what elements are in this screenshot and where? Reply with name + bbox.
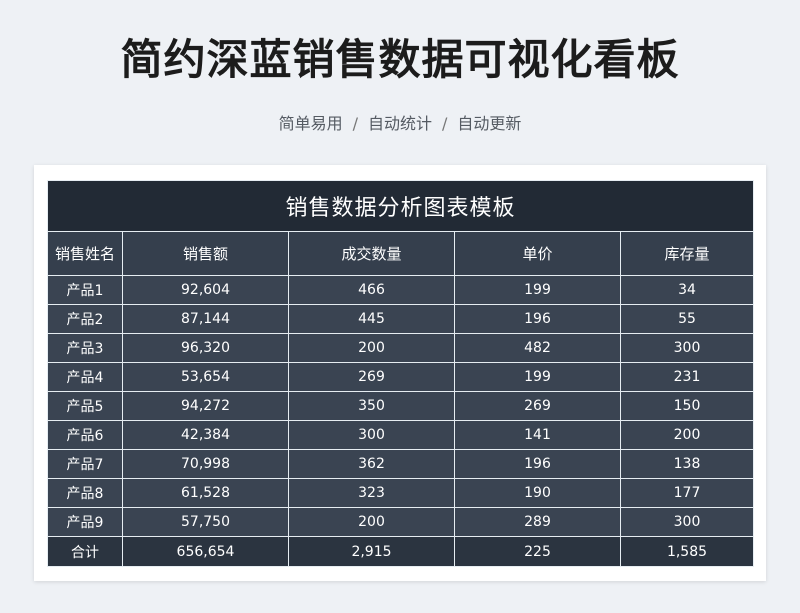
deal-quantity-cell: 323 [288,478,455,508]
unit-price-cell: 196 [454,304,621,334]
product-name-cell: 产品2 [47,304,123,334]
deal-quantity-cell: 300 [288,420,455,450]
total-sales-amount-cell: 656,654 [122,536,289,567]
subtitle: 简单易用 / 自动统计 / 自动更新 [0,112,800,136]
sheet-title: 销售数据分析图表模板 [47,180,754,232]
unit-price-cell: 289 [454,507,621,537]
unit-price-cell: 269 [454,391,621,421]
inventory-cell: 300 [620,333,754,363]
table-row: 产品6 42,384 300 141 200 [47,420,754,450]
unit-price-cell: 190 [454,478,621,508]
sales-amount-cell: 96,320 [122,333,289,363]
deal-quantity-cell: 362 [288,449,455,479]
header-row: 销售姓名 销售额 成交数量 单价 库存量 [47,231,754,276]
sales-amount-cell: 70,998 [122,449,289,479]
deal-quantity-cell: 200 [288,333,455,363]
total-inventory-cell: 1,585 [620,536,754,567]
inventory-cell: 231 [620,362,754,392]
product-name-cell: 产品4 [47,362,123,392]
sales-amount-cell: 94,272 [122,391,289,421]
table-row: 产品9 57,750 200 289 300 [47,507,754,537]
subtitle-separator: / [442,114,448,133]
product-name-cell: 产品8 [47,478,123,508]
table-row: 产品2 87,144 445 196 55 [47,304,754,334]
total-deal-quantity-cell: 2,915 [288,536,455,567]
inventory-cell: 55 [620,304,754,334]
product-name-cell: 产品9 [47,507,123,537]
inventory-cell: 200 [620,420,754,450]
deal-quantity-cell: 445 [288,304,455,334]
unit-price-cell: 196 [454,449,621,479]
total-label-cell: 合计 [47,536,123,567]
table-row: 产品5 94,272 350 269 150 [47,391,754,421]
sales-amount-cell: 53,654 [122,362,289,392]
table-row: 产品8 61,528 323 190 177 [47,478,754,508]
column-header-inventory: 库存量 [620,231,754,276]
sales-amount-cell: 87,144 [122,304,289,334]
unit-price-cell: 199 [454,275,621,305]
deal-quantity-cell: 466 [288,275,455,305]
sales-amount-cell: 61,528 [122,478,289,508]
column-header-deal-quantity: 成交数量 [288,231,455,276]
unit-price-cell: 199 [454,362,621,392]
inventory-cell: 34 [620,275,754,305]
table-body: 产品1 92,604 466 199 34 产品2 87,144 445 196 55 产品3 96,… [47,275,754,537]
column-header-salesperson: 销售姓名 [47,231,123,276]
page-title: 简约深蓝销售数据可视化看板 [120,35,680,84]
column-header-sales-amount: 销售额 [122,231,289,276]
table-row: 产品4 53,654 269 199 231 [47,362,754,392]
inventory-cell: 177 [620,478,754,508]
inventory-cell: 300 [620,507,754,537]
subtitle-separator: / [352,114,358,133]
product-name-cell: 产品1 [47,275,123,305]
sales-table: 销售数据分析图表模板 销售姓名 销售额 成交数量 单价 库存量 产品1 92,60… [47,180,754,567]
table-row: 产品1 92,604 466 199 34 [47,275,754,305]
sales-sheet: 销售数据分析图表模板 销售姓名 销售额 成交数量 单价 库存量 产品1 92,60… [47,180,754,567]
deal-quantity-cell: 269 [288,362,455,392]
sales-amount-cell: 42,384 [122,420,289,450]
unit-price-cell: 141 [454,420,621,450]
deal-quantity-cell: 200 [288,507,455,537]
total-row: 合计 656,654 2,915 225 1,585 [47,536,754,567]
inventory-cell: 138 [620,449,754,479]
product-name-cell: 产品5 [47,391,123,421]
sales-amount-cell: 92,604 [122,275,289,305]
table-row: 产品3 96,320 200 482 300 [47,333,754,363]
deal-quantity-cell: 350 [288,391,455,421]
inventory-cell: 150 [620,391,754,421]
column-header-unit-price: 单价 [454,231,621,276]
product-name-cell: 产品3 [47,333,123,363]
product-name-cell: 产品7 [47,449,123,479]
table-row: 产品7 70,998 362 196 138 [47,449,754,479]
total-unit-price-cell: 225 [454,536,621,567]
subtitle-feature-auto-update: 自动更新 [457,114,522,133]
unit-price-cell: 482 [454,333,621,363]
sales-amount-cell: 57,750 [122,507,289,537]
product-name-cell: 产品6 [47,420,123,450]
subtitle-feature-easy: 简单易用 [278,114,343,133]
subtitle-feature-auto-stats: 自动统计 [367,114,432,133]
